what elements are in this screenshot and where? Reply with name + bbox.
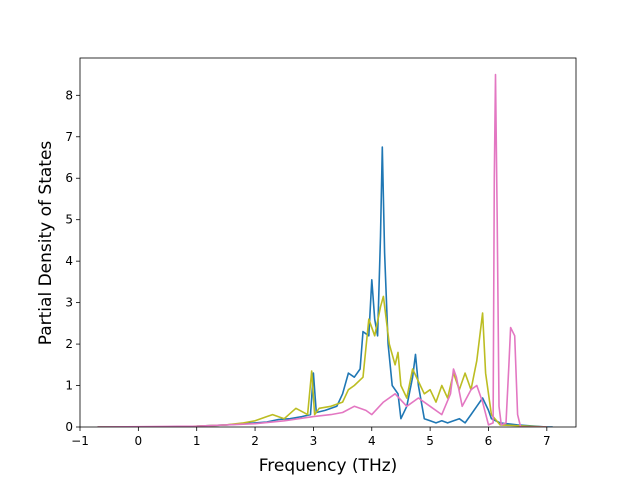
y-tick-label: 7 [65, 130, 73, 144]
y-tick-label: 1 [65, 379, 73, 393]
y-axis-label: Partial Density of States [36, 141, 56, 346]
x-axis: −1 0 1 2 3 4 5 6 7 [71, 427, 551, 448]
x-tick-label: 2 [251, 434, 259, 448]
series-line-3 [97, 73, 547, 427]
x-tick-label: 6 [485, 434, 493, 448]
series-line-1 [97, 146, 553, 427]
x-tick-label: 7 [543, 434, 551, 448]
plot-area [97, 73, 553, 427]
y-tick-label: 4 [65, 254, 73, 268]
y-tick-label: 3 [65, 296, 73, 310]
series-line-2 [97, 295, 547, 427]
y-tick-label: 6 [65, 171, 73, 185]
y-axis: 0 1 2 3 4 5 6 7 8 [65, 88, 80, 434]
y-tick-label: 0 [65, 420, 73, 434]
x-axis-label: Frequency (THz) [259, 456, 398, 476]
x-tick-label: −1 [71, 434, 89, 448]
x-tick-label: 0 [135, 434, 143, 448]
y-tick-label: 5 [65, 213, 73, 227]
x-tick-label: 5 [426, 434, 434, 448]
x-tick-label: 3 [310, 434, 318, 448]
x-tick-label: 1 [193, 434, 201, 448]
axes-frame [79, 57, 577, 428]
x-tick-label: 4 [368, 434, 376, 448]
y-tick-label: 8 [65, 88, 73, 102]
y-tick-label: 2 [65, 337, 73, 351]
